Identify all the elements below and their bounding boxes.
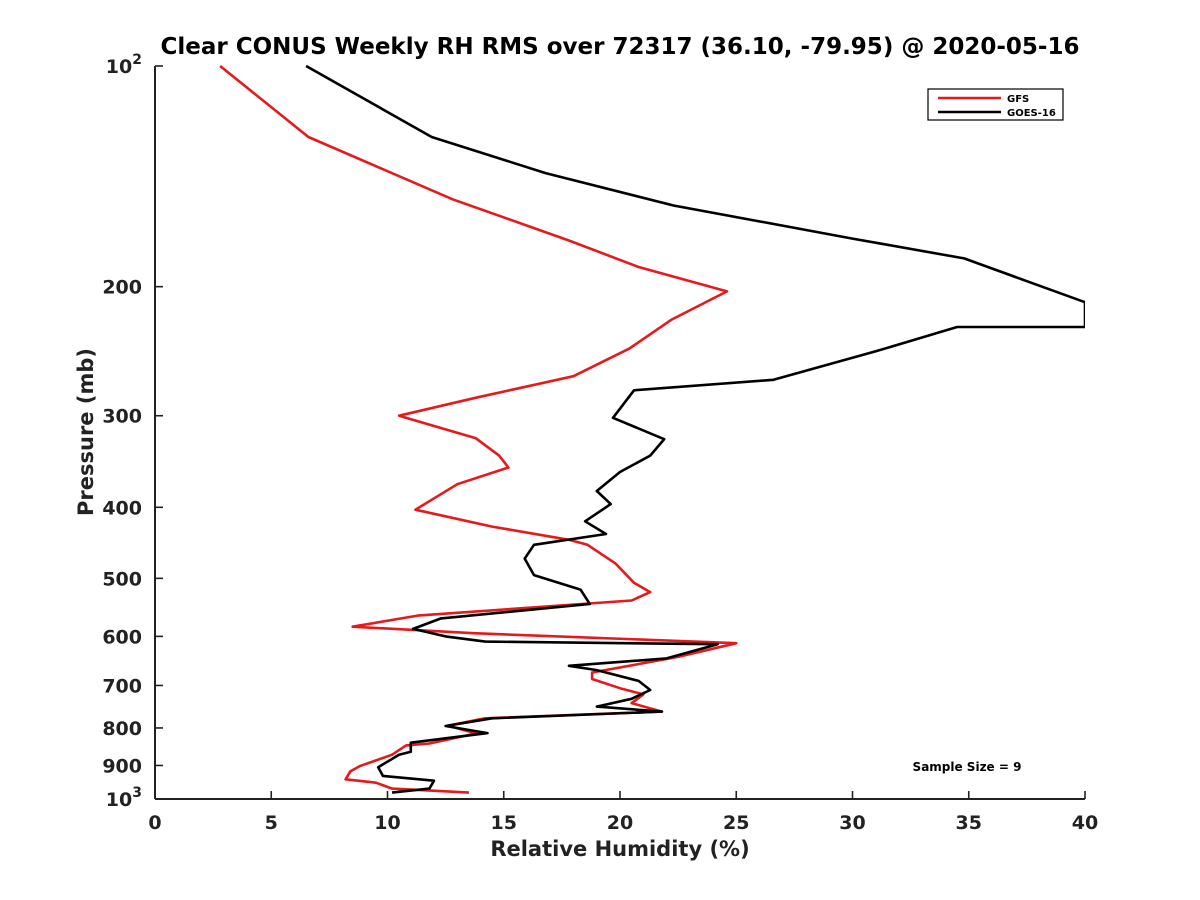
- legend-label-gfs: GFS: [1007, 94, 1029, 105]
- y-tick-label: 103: [106, 785, 142, 811]
- x-tick-label: 10: [374, 812, 400, 834]
- y-tick-label: 300: [102, 406, 142, 428]
- y-tick-label: 600: [102, 626, 142, 648]
- x-tick-label: 15: [491, 812, 517, 834]
- series-layer: [219, 65, 1085, 794]
- y-tick-label: 700: [102, 675, 142, 697]
- x-tick-label: 35: [956, 812, 982, 834]
- y-tick-label: 500: [102, 568, 142, 590]
- x-tick-label: 0: [148, 812, 161, 834]
- x-tick-label: 5: [265, 812, 278, 834]
- y-axis-ticks: 102 200 300 400 500 600 700 800 900 103: [102, 52, 163, 811]
- series-line-gfs: [219, 65, 738, 794]
- y-tick-label: 102: [106, 52, 142, 78]
- legend-label-goes-16: GOES-16: [1007, 108, 1056, 119]
- x-tick-label: 40: [1072, 812, 1098, 834]
- x-axis-ticks: 0 5 10 15 20 25 30 35 40: [148, 791, 1098, 834]
- x-tick-label: 25: [723, 812, 749, 834]
- y-tick-label: 200: [102, 277, 142, 299]
- x-axis-label: Relative Humidity (%): [490, 837, 749, 861]
- y-tick-label: 800: [102, 718, 142, 740]
- legend: GFS GOES-16: [927, 88, 1064, 121]
- y-tick-label: 400: [102, 497, 142, 519]
- x-tick-label: 20: [607, 812, 633, 834]
- chart-title: Clear CONUS Weekly RH RMS over 72317 (36…: [161, 34, 1080, 60]
- series-line-goes-16: [305, 65, 1085, 794]
- legend-box: [927, 88, 1064, 121]
- y-tick-label: 900: [102, 755, 142, 777]
- sample-size-annotation: Sample Size = 9: [913, 760, 1022, 774]
- x-tick-label: 30: [839, 812, 865, 834]
- y-axis-label: Pressure (mb): [74, 348, 98, 516]
